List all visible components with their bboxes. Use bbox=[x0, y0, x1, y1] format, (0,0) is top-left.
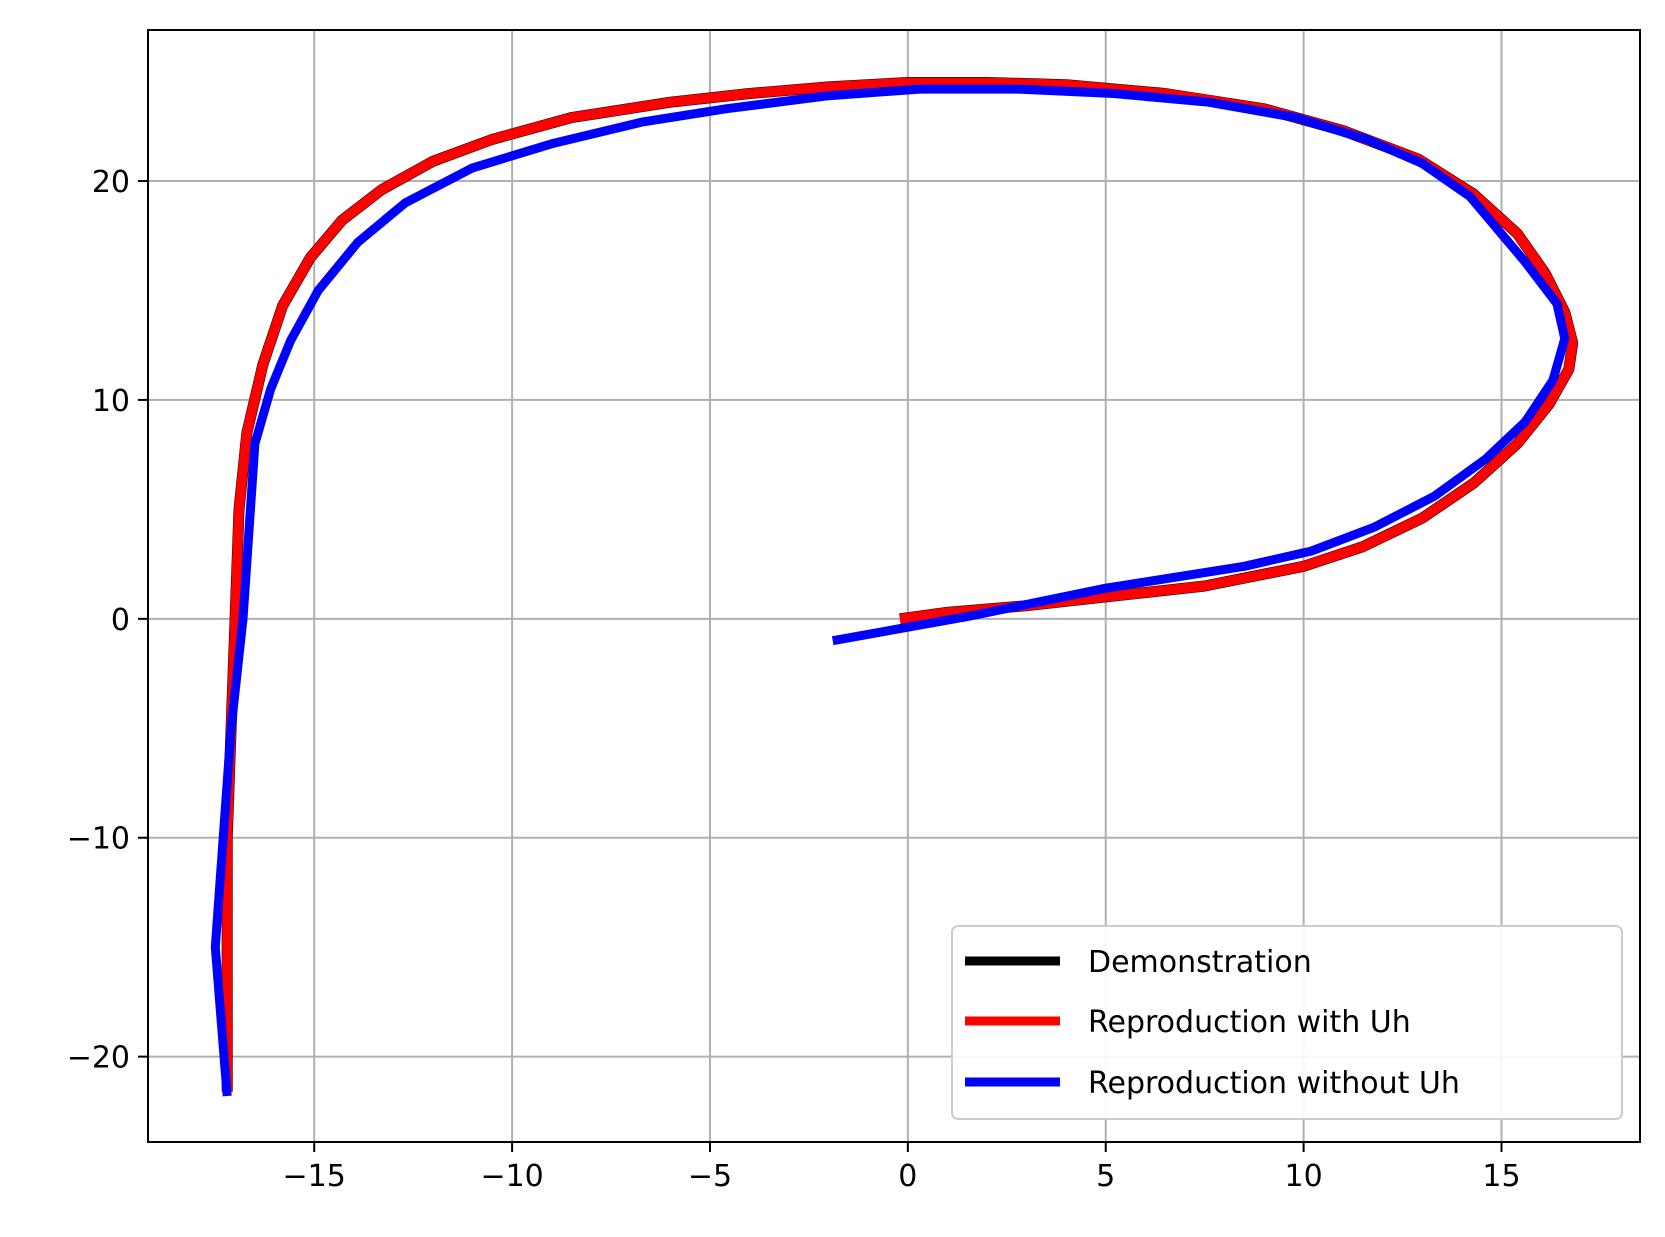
y-tick-label: −20 bbox=[67, 1041, 130, 1076]
y-tick-label: 20 bbox=[92, 165, 130, 200]
legend-label-with-uh: Reproduction with Uh bbox=[1088, 1005, 1411, 1040]
x-tick-label: 10 bbox=[1285, 1159, 1323, 1194]
x-tick-label: −5 bbox=[688, 1159, 732, 1194]
x-tick-label: 15 bbox=[1482, 1159, 1520, 1194]
y-tick-label: 0 bbox=[111, 603, 130, 638]
legend-box bbox=[951, 925, 1623, 1120]
plot-frame bbox=[147, 29, 1641, 1143]
legend-label-demonstration: Demonstration bbox=[1088, 945, 1312, 980]
x-tick-label: 0 bbox=[898, 1159, 917, 1194]
y-tick-label: 10 bbox=[92, 384, 130, 419]
grid bbox=[148, 30, 1640, 1142]
series-lines bbox=[210, 77, 1579, 1097]
legend-label-without-uh: Reproduction without Uh bbox=[1088, 1066, 1460, 1101]
series-line-2 bbox=[210, 84, 1570, 1097]
legend: Demonstration Reproduction with Uh Repro… bbox=[951, 925, 1623, 1120]
x-tick-label: 5 bbox=[1096, 1159, 1115, 1194]
y-tick-label: −10 bbox=[67, 822, 130, 857]
axis-ticks: −15 −10 −5 0 5 10 15 −20 −10 0 10 20 bbox=[67, 165, 1521, 1194]
series-line-1 bbox=[222, 77, 1578, 1092]
x-tick-label: −10 bbox=[480, 1159, 543, 1194]
x-tick-label: −15 bbox=[283, 1159, 346, 1194]
